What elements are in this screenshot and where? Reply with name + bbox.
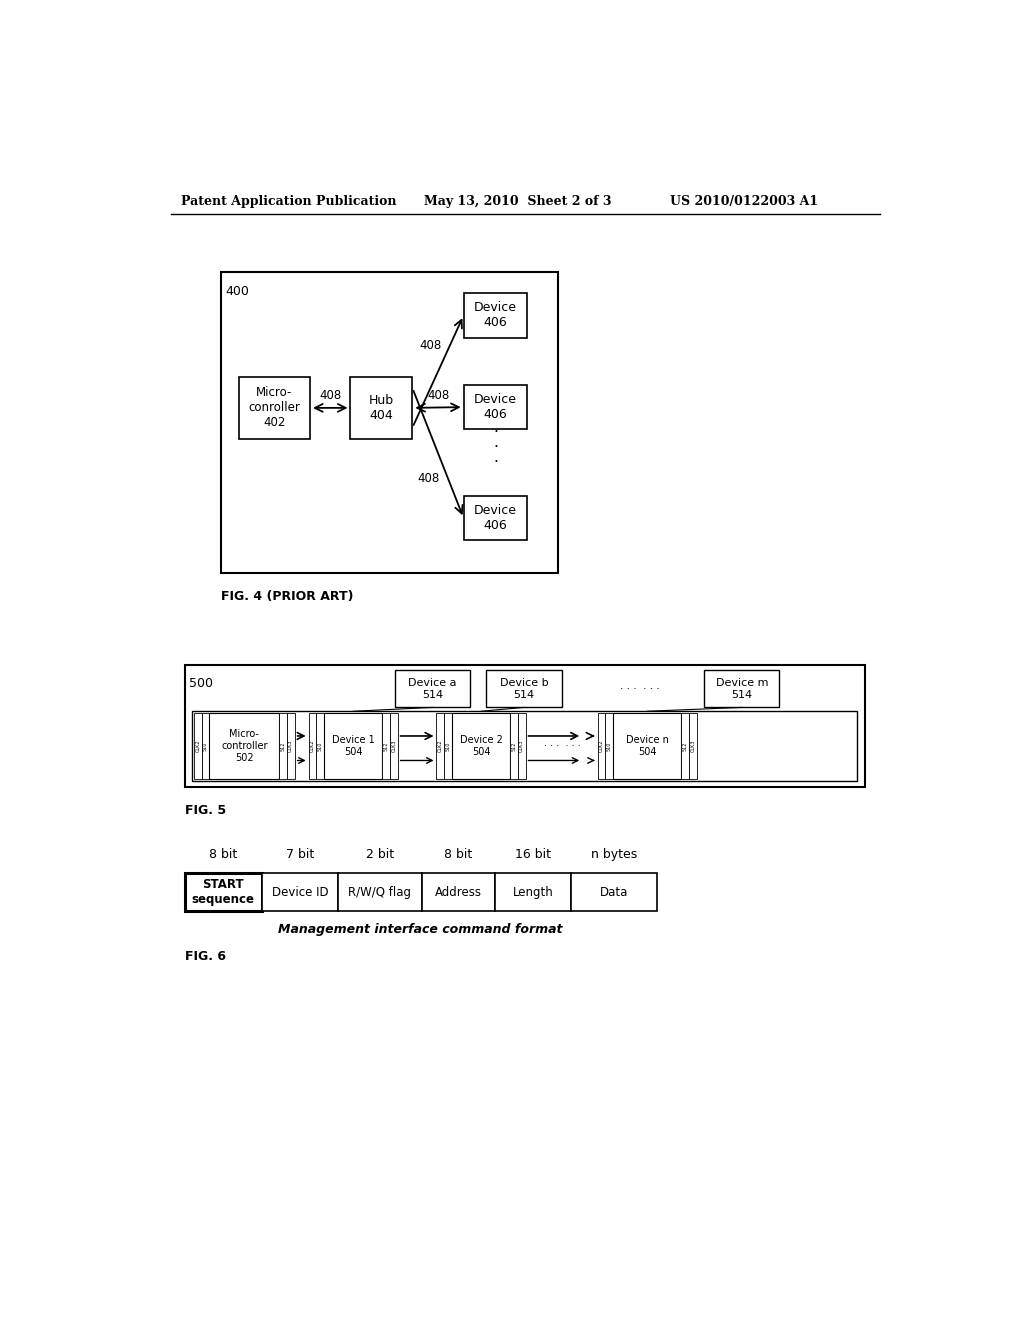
Text: Micro-
controller
502: Micro- controller 502 bbox=[221, 730, 267, 763]
Bar bbox=[518, 713, 525, 779]
Text: 500: 500 bbox=[189, 677, 213, 690]
Text: R/W/Q flag: R/W/Q flag bbox=[348, 886, 412, 899]
Bar bbox=[464, 496, 527, 540]
Text: Patent Application Publication: Patent Application Publication bbox=[180, 195, 396, 209]
Bar bbox=[280, 713, 287, 779]
Bar bbox=[390, 713, 397, 779]
Text: 7 bit: 7 bit bbox=[286, 847, 314, 861]
Text: 8 bit: 8 bit bbox=[209, 847, 238, 861]
Text: 16 bit: 16 bit bbox=[515, 847, 551, 861]
Bar bbox=[338, 873, 422, 911]
Text: Device b
514: Device b 514 bbox=[500, 678, 548, 700]
Bar bbox=[262, 873, 338, 911]
Text: CLK2: CLK2 bbox=[599, 739, 604, 752]
Bar bbox=[308, 713, 316, 779]
Bar bbox=[194, 713, 202, 779]
Text: CLK2: CLK2 bbox=[438, 739, 442, 752]
Bar bbox=[510, 713, 518, 779]
Text: 408: 408 bbox=[427, 388, 450, 401]
Bar bbox=[350, 378, 413, 438]
Bar bbox=[395, 671, 470, 708]
Text: FIG. 4 (PRIOR ART): FIG. 4 (PRIOR ART) bbox=[221, 590, 353, 603]
Text: ·
·
·: · · · bbox=[493, 425, 498, 470]
Text: 512: 512 bbox=[683, 742, 688, 751]
Bar bbox=[184, 873, 262, 911]
Text: Address: Address bbox=[435, 886, 482, 899]
Text: May 13, 2010  Sheet 2 of 3: May 13, 2010 Sheet 2 of 3 bbox=[424, 195, 611, 209]
Text: FIG. 5: FIG. 5 bbox=[184, 804, 225, 817]
Bar bbox=[613, 713, 681, 779]
Bar bbox=[324, 713, 382, 779]
Text: Device
406: Device 406 bbox=[474, 301, 517, 330]
Bar bbox=[202, 713, 209, 779]
Bar bbox=[287, 713, 295, 779]
Bar bbox=[444, 713, 452, 779]
Bar bbox=[436, 713, 444, 779]
Bar bbox=[464, 385, 527, 429]
Bar bbox=[422, 873, 496, 911]
Text: CLK3: CLK3 bbox=[690, 739, 695, 752]
Text: FIG. 6: FIG. 6 bbox=[184, 950, 225, 964]
Bar bbox=[209, 713, 280, 779]
Text: 510: 510 bbox=[607, 742, 611, 751]
Text: Device 2
504: Device 2 504 bbox=[460, 735, 503, 756]
Bar bbox=[605, 713, 613, 779]
Text: Device m
514: Device m 514 bbox=[716, 678, 768, 700]
Text: US 2010/0122003 A1: US 2010/0122003 A1 bbox=[671, 195, 818, 209]
Text: Data: Data bbox=[600, 886, 628, 899]
Text: CLK2: CLK2 bbox=[310, 739, 315, 752]
Bar bbox=[689, 713, 697, 779]
Text: CLK3: CLK3 bbox=[288, 739, 293, 752]
Bar bbox=[705, 671, 779, 708]
Text: Device a
514: Device a 514 bbox=[409, 678, 457, 700]
Text: 400: 400 bbox=[225, 285, 250, 298]
Text: START
sequence: START sequence bbox=[191, 878, 255, 907]
Text: Device
406: Device 406 bbox=[474, 504, 517, 532]
Bar bbox=[184, 665, 865, 787]
Bar bbox=[382, 713, 390, 779]
Text: Device ID: Device ID bbox=[271, 886, 329, 899]
Bar bbox=[496, 873, 571, 911]
Text: Device
406: Device 406 bbox=[474, 393, 517, 421]
Bar bbox=[464, 293, 527, 338]
Text: n bytes: n bytes bbox=[591, 847, 637, 861]
Text: CLK3: CLK3 bbox=[391, 739, 396, 752]
Text: 408: 408 bbox=[418, 473, 440, 486]
Bar bbox=[452, 713, 510, 779]
Text: · · ·  · · ·: · · · · · · bbox=[545, 741, 582, 751]
Text: 8 bit: 8 bit bbox=[444, 847, 473, 861]
Text: Hub
404: Hub 404 bbox=[369, 393, 394, 422]
Bar bbox=[598, 713, 605, 779]
Text: 408: 408 bbox=[319, 388, 341, 401]
Text: CLK3: CLK3 bbox=[519, 739, 524, 752]
Text: 512: 512 bbox=[511, 742, 516, 751]
Text: · · ·  · · ·: · · · · · · bbox=[620, 684, 659, 694]
Text: 510: 510 bbox=[317, 742, 323, 751]
Bar bbox=[316, 713, 324, 779]
Text: CLK2: CLK2 bbox=[196, 739, 201, 752]
Text: 510: 510 bbox=[445, 742, 451, 751]
Bar bbox=[221, 272, 558, 573]
Text: 512: 512 bbox=[384, 742, 388, 751]
Text: Device 1
504: Device 1 504 bbox=[332, 735, 375, 756]
Text: 408: 408 bbox=[419, 339, 441, 352]
Text: 510: 510 bbox=[203, 742, 208, 751]
Text: Length: Length bbox=[513, 886, 554, 899]
Bar bbox=[193, 711, 857, 780]
Text: 512: 512 bbox=[281, 742, 286, 751]
Text: Micro-
conroller
402: Micro- conroller 402 bbox=[249, 387, 300, 429]
Text: 2 bit: 2 bit bbox=[366, 847, 394, 861]
Bar bbox=[486, 671, 561, 708]
Bar bbox=[681, 713, 689, 779]
Text: Device n
504: Device n 504 bbox=[626, 735, 669, 756]
Bar bbox=[239, 378, 310, 438]
Bar bbox=[571, 873, 656, 911]
Text: Management interface command format: Management interface command format bbox=[279, 923, 563, 936]
